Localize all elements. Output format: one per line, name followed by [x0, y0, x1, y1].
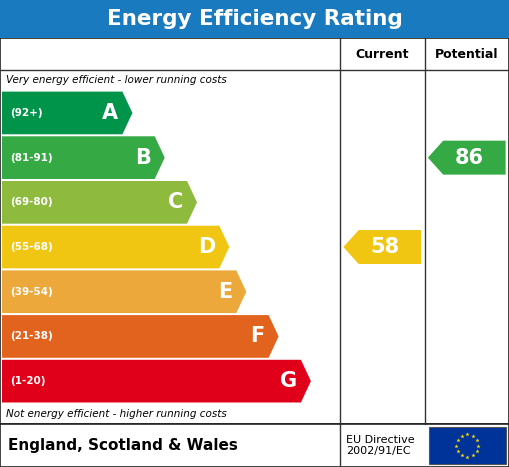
Polygon shape [344, 230, 421, 264]
Text: C: C [168, 192, 183, 212]
Polygon shape [2, 136, 165, 179]
Text: (21-38): (21-38) [10, 332, 53, 341]
Text: England, Scotland & Wales: England, Scotland & Wales [8, 438, 238, 453]
Text: Very energy efficient - lower running costs: Very energy efficient - lower running co… [6, 75, 227, 85]
Text: G: G [280, 371, 297, 391]
Text: F: F [250, 326, 265, 347]
Polygon shape [428, 141, 505, 175]
Text: Not energy efficient - higher running costs: Not energy efficient - higher running co… [6, 409, 227, 419]
Text: (81-91): (81-91) [10, 153, 52, 163]
Bar [429, 427, 506, 464]
Text: (92+): (92+) [10, 108, 43, 118]
Text: Energy Efficiency Rating: Energy Efficiency Rating [106, 9, 403, 29]
Text: (55-68): (55-68) [10, 242, 53, 252]
Polygon shape [2, 270, 246, 313]
Bar [0, 0, 509, 38]
Polygon shape [2, 92, 132, 134]
Polygon shape [2, 181, 197, 224]
Text: D: D [198, 237, 215, 257]
Polygon shape [2, 226, 230, 269]
Text: 58: 58 [370, 237, 399, 257]
Text: A: A [102, 103, 119, 123]
Text: Potential: Potential [435, 48, 498, 61]
Text: B: B [135, 148, 151, 168]
Bar [0, 424, 509, 467]
Polygon shape [2, 360, 311, 403]
Text: (1-20): (1-20) [10, 376, 45, 386]
Bar [0, 38, 509, 424]
Text: 86: 86 [455, 148, 484, 168]
Text: Current: Current [355, 48, 409, 61]
Polygon shape [2, 315, 278, 358]
Text: (39-54): (39-54) [10, 287, 53, 297]
Text: E: E [218, 282, 232, 302]
Text: (69-80): (69-80) [10, 198, 52, 207]
Text: EU Directive
2002/91/EC: EU Directive 2002/91/EC [346, 435, 415, 456]
